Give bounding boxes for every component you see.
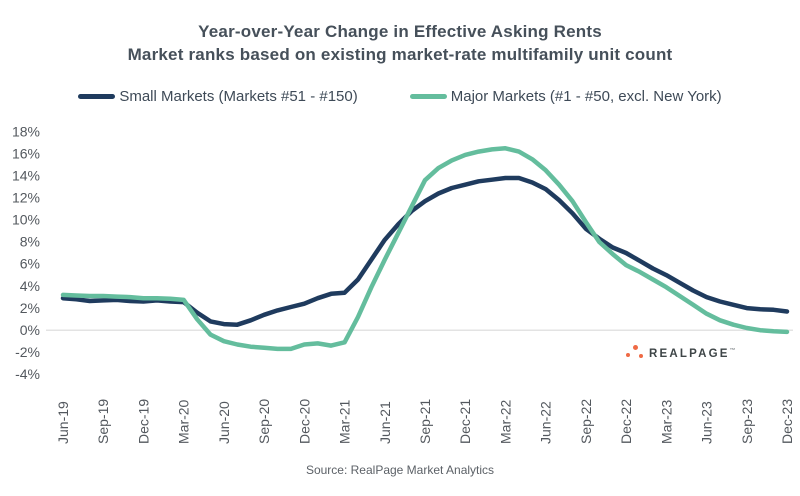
y-tick-label: -4%: [15, 366, 40, 382]
x-tick-label: Mar-21: [337, 399, 353, 444]
chart-title: Year-over-Year Change in Effective Askin…: [198, 22, 602, 41]
y-tick-label: 6%: [20, 256, 40, 272]
y-tick-label: -2%: [15, 344, 40, 360]
y-tick-label: 4%: [20, 278, 40, 294]
x-tick-label: Dec-23: [779, 399, 795, 444]
x-tick-label: Sep-23: [739, 399, 755, 444]
series-line-small-markets: [60, 175, 790, 327]
x-tick-label: Mar-20: [176, 399, 192, 444]
y-tick-label: 12%: [12, 190, 40, 206]
legend-item-major-markets: Major Markets (#1 - #50, excl. New York): [409, 88, 722, 105]
y-tick-label: 2%: [20, 300, 40, 316]
x-tick-label: Mar-23: [658, 399, 674, 444]
x-tick-label: Sep-19: [95, 399, 111, 444]
x-tick-label: Sep-20: [256, 399, 272, 444]
x-tick-label: Dec-21: [457, 399, 473, 444]
x-tick-label: Jun-23: [699, 401, 715, 444]
x-tick-label: Dec-20: [296, 399, 312, 444]
x-tick-label: Dec-22: [618, 399, 634, 444]
x-tick-label: Sep-21: [417, 399, 433, 444]
y-tick-label: 8%: [20, 234, 40, 250]
x-tick-label: Dec-19: [135, 399, 151, 444]
source-attribution: Source: RealPage Market Analytics: [305, 463, 495, 477]
realpage-logo: REALPAGE™: [622, 344, 736, 364]
legend-label-major-markets: Major Markets (#1 - #50, excl. New York): [450, 88, 722, 105]
realpage-logo-dot-icon: [639, 354, 643, 358]
realpage-logo-dot-icon: [626, 353, 630, 357]
legend-label-small-markets: Small Markets (Markets #51 - #150): [119, 88, 358, 105]
legend-item-small-markets: Small Markets (Markets #51 - #150): [78, 88, 358, 105]
legend-line-swatch-navy: [78, 94, 116, 99]
realpage-logo-dot-icon: [633, 345, 638, 350]
realpage-logo-text: REALPAGE™: [649, 348, 736, 360]
x-tick-label: Jun-22: [538, 401, 554, 444]
trademark-symbol: ™: [729, 348, 736, 355]
chart-legend: Small Markets (Markets #51 - #150) Major…: [0, 88, 800, 105]
x-tick-label: Jun-20: [216, 401, 232, 444]
y-tick-label: 18%: [12, 123, 40, 139]
x-tick-label: Mar-22: [497, 399, 513, 444]
y-tick-label: 0%: [20, 322, 40, 338]
y-tick-label: 16%: [12, 145, 40, 161]
x-tick-label: Jun-19: [55, 401, 71, 444]
y-tick-label: 10%: [12, 212, 40, 228]
chart-title-block: Year-over-Year Change in Effective Askin…: [0, 20, 800, 66]
x-tick-label: Jun-21: [377, 401, 393, 444]
y-tick-label: 14%: [12, 168, 40, 184]
series-line-major-markets: [60, 146, 790, 352]
x-tick-label: Sep-22: [578, 399, 594, 444]
legend-line-swatch-green: [409, 94, 447, 99]
chart-subtitle: Market ranks based on existing market-ra…: [127, 45, 673, 64]
